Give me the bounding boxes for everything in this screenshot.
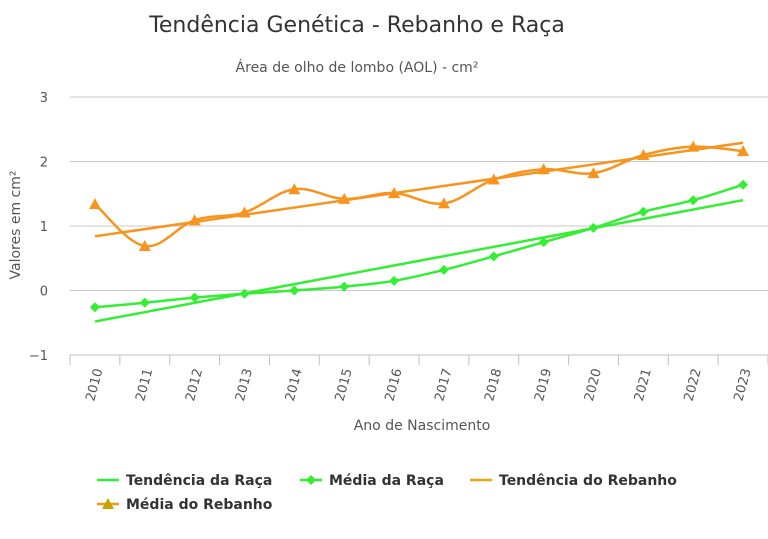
data-point <box>487 173 500 185</box>
data-point <box>737 145 750 157</box>
data-point <box>437 197 450 209</box>
series-media-do-rebanho <box>88 140 750 251</box>
legend-marker <box>306 475 316 485</box>
data-point <box>239 288 250 299</box>
x-tick-label: 2016 <box>383 367 406 403</box>
x-axis-ticks: 2010 2011 2012 2013 2014 2015 2016 2017 2018 2019… <box>69 355 768 403</box>
x-tick-label: 2023 <box>732 367 755 403</box>
legend-label: Média da Raça <box>329 473 444 489</box>
data-point <box>438 264 449 275</box>
x-tick-label: 2022 <box>682 367 705 403</box>
x-tick-label: 2018 <box>482 367 505 403</box>
legend-marker <box>102 498 114 509</box>
x-tick-label: 2012 <box>183 367 206 403</box>
data-point <box>588 222 599 233</box>
data-point <box>389 275 400 286</box>
data-point <box>139 297 150 308</box>
data-point <box>638 206 649 217</box>
y-tick-label: 3 <box>40 91 48 106</box>
data-point <box>289 285 300 296</box>
data-point <box>338 192 351 204</box>
data-point <box>688 195 699 206</box>
legend-item: Tendência do Rebanho <box>470 473 677 489</box>
x-tick-label: 2015 <box>333 367 356 403</box>
x-tick-label: 2014 <box>283 367 306 403</box>
data-point <box>388 187 401 199</box>
x-tick-label: 2020 <box>582 367 605 403</box>
y-tick-label: 1 <box>40 220 48 235</box>
data-point <box>738 179 749 190</box>
chart-legend: Tendência da Raça Média da Raça Tendência … <box>97 473 677 513</box>
x-tick-label: 2019 <box>532 367 555 403</box>
data-point <box>288 183 301 195</box>
chart-title: Tendência Genética - Rebanho e Raça <box>148 13 565 38</box>
x-tick-label: 2021 <box>632 367 655 403</box>
data-point <box>88 198 101 210</box>
legend-item: Média da Raça <box>300 473 444 489</box>
legend-label: Tendência do Rebanho <box>499 473 677 489</box>
data-point <box>189 292 200 303</box>
legend-label: Tendência da Raça <box>126 473 272 489</box>
data-point <box>538 237 549 248</box>
series-media-da-raca <box>89 179 749 313</box>
legend-item: Média do Rebanho <box>97 497 273 513</box>
series-tendencia-da-raca <box>94 198 744 323</box>
data-point <box>587 167 600 179</box>
x-tick-label: 2013 <box>233 367 256 403</box>
y-axis-ticks: −1 0 1 2 3 <box>29 91 48 364</box>
data-point <box>238 206 251 218</box>
data-point <box>138 239 151 251</box>
chart-subtitle: Área de olho de lombo (AOL) - cm² <box>236 59 479 76</box>
x-tick-label: 2010 <box>83 367 106 403</box>
y-axis-title: Valores em cm² <box>8 171 24 280</box>
data-point <box>339 281 350 292</box>
data-point <box>488 251 499 262</box>
x-axis-title: Ano de Nascimento <box>354 418 491 434</box>
series-group <box>88 140 750 323</box>
legend-item: Tendência da Raça <box>97 473 272 489</box>
data-point <box>637 149 650 161</box>
trend-line <box>94 198 744 323</box>
y-tick-label: −1 <box>29 349 48 364</box>
x-tick-label: 2017 <box>432 367 455 403</box>
data-point <box>188 214 201 226</box>
x-tick-label: 2011 <box>133 367 156 403</box>
y-tick-label: 2 <box>40 156 48 171</box>
data-point <box>89 302 100 313</box>
legend-label: Média do Rebanho <box>126 497 273 513</box>
y-tick-label: 0 <box>40 285 48 300</box>
data-point <box>537 163 550 175</box>
series-line <box>94 183 744 309</box>
data-point <box>687 140 700 152</box>
